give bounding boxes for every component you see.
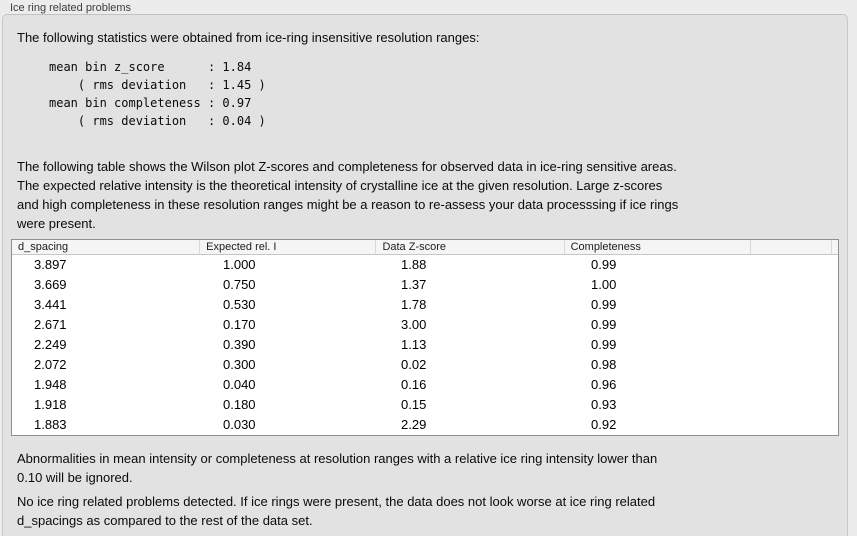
- table-cell: 0.040: [223, 377, 256, 392]
- table-row[interactable]: 2.072 0.300 0.02 0.98: [12, 355, 838, 375]
- table-cell: 0.99: [591, 297, 617, 312]
- table-row[interactable]: 3.669 0.750 1.37 1.00: [12, 275, 838, 295]
- intro-text: The following statistics were obtained f…: [17, 30, 480, 45]
- table-cell: 0.02: [401, 357, 427, 372]
- ice-ring-panel: The following statistics were obtained f…: [2, 14, 848, 536]
- table-cell: 0.92: [591, 417, 617, 432]
- table-cell: 0.99: [591, 317, 617, 332]
- table-cell: 0.180: [223, 397, 256, 412]
- table-row[interactable]: 3.441 0.530 1.78 0.99: [12, 295, 838, 315]
- table-cell: 1.883: [34, 417, 67, 432]
- table-row[interactable]: 1.948 0.040 0.16 0.96: [12, 375, 838, 395]
- header-cell-expected-rel-i[interactable]: Expected rel. I: [199, 240, 375, 254]
- table-cell: 1.918: [34, 397, 67, 412]
- ignore-note: Abnormalities in mean intensity or compl…: [17, 451, 658, 485]
- groupbox-label: Ice ring related problems: [10, 2, 132, 14]
- table-cell: 0.15: [401, 397, 427, 412]
- table-cell: 1.000: [223, 257, 256, 272]
- header-cell-filler: [831, 240, 838, 254]
- table-cell: 2.249: [34, 337, 67, 352]
- table-cell: 1.78: [401, 297, 427, 312]
- table-cell: 0.530: [223, 297, 256, 312]
- header-cell-completeness[interactable]: Completeness: [563, 240, 750, 254]
- header-cell-d-spacing[interactable]: d_spacing: [18, 241, 69, 253]
- table-header-row: d_spacing Expected rel. I Data Z-score C…: [12, 240, 838, 255]
- table-cell: 0.93: [591, 397, 617, 412]
- table-row[interactable]: 1.883 0.030 2.29 0.92: [12, 415, 838, 435]
- table-cell: 3.00: [401, 317, 427, 332]
- table-cell: 1.13: [401, 337, 427, 352]
- header-cell-empty[interactable]: [749, 240, 831, 254]
- table-row[interactable]: 2.671 0.170 3.00 0.99: [12, 315, 838, 335]
- stats-block: mean bin z_score : 1.84 ( rms deviation …: [49, 60, 266, 128]
- table-description: The following table shows the Wilson plo…: [17, 159, 679, 231]
- table-cell: 0.390: [223, 337, 256, 352]
- header-cell-data-z-score[interactable]: Data Z-score: [375, 240, 563, 254]
- table-cell: 0.750: [223, 277, 256, 292]
- table-cell: 1.37: [401, 277, 427, 292]
- table-row[interactable]: 2.249 0.390 1.13 0.99: [12, 335, 838, 355]
- table-cell: 3.441: [34, 297, 67, 312]
- ice-ring-table: d_spacing Expected rel. I Data Z-score C…: [11, 239, 839, 436]
- table-cell: 2.29: [401, 417, 427, 432]
- conclusion-text: No ice ring related problems detected. I…: [17, 494, 656, 528]
- table-cell: 1.00: [591, 277, 617, 292]
- table-row[interactable]: 3.897 1.000 1.88 0.99: [12, 255, 838, 275]
- table-cell: 0.16: [401, 377, 427, 392]
- table-cell: 0.96: [591, 377, 617, 392]
- table-cell: 0.99: [591, 337, 617, 352]
- table-cell: 0.98: [591, 357, 617, 372]
- table-cell: 1.948: [34, 377, 67, 392]
- table-cell: 2.671: [34, 317, 67, 332]
- table-row[interactable]: 1.918 0.180 0.15 0.93: [12, 395, 838, 415]
- table-cell: 3.897: [34, 257, 67, 272]
- table-cell: 0.030: [223, 417, 256, 432]
- table-cell: 1.88: [401, 257, 427, 272]
- table-cell: 0.170: [223, 317, 256, 332]
- table-cell: 3.669: [34, 277, 67, 292]
- table-cell: 2.072: [34, 357, 67, 372]
- table-cell: 0.300: [223, 357, 256, 372]
- table-cell: 0.99: [591, 257, 617, 272]
